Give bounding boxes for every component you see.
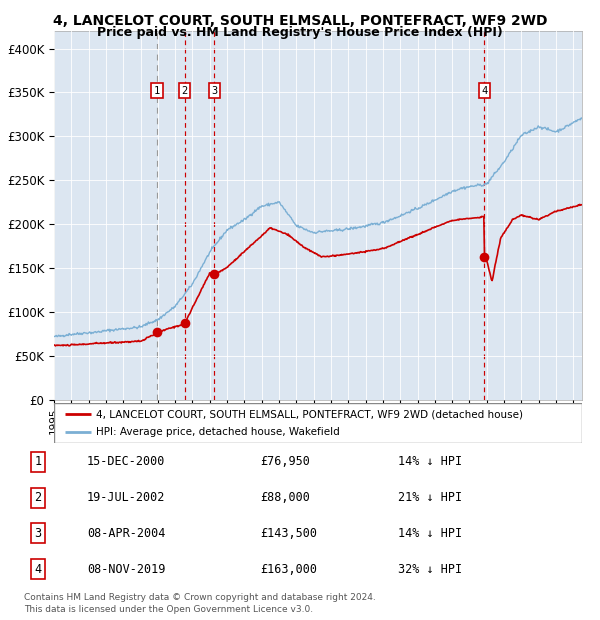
Text: £76,950: £76,950 <box>260 455 310 468</box>
Text: £88,000: £88,000 <box>260 491 310 504</box>
Text: This data is licensed under the Open Government Licence v3.0.: This data is licensed under the Open Gov… <box>24 604 313 614</box>
Text: Contains HM Land Registry data © Crown copyright and database right 2024.: Contains HM Land Registry data © Crown c… <box>24 593 376 602</box>
Text: 08-APR-2004: 08-APR-2004 <box>87 527 166 540</box>
Text: 08-NOV-2019: 08-NOV-2019 <box>87 563 166 575</box>
Text: Price paid vs. HM Land Registry's House Price Index (HPI): Price paid vs. HM Land Registry's House … <box>97 26 503 39</box>
Text: 4: 4 <box>481 86 487 95</box>
Text: £143,500: £143,500 <box>260 527 317 540</box>
Text: 4: 4 <box>35 563 42 575</box>
Text: 14% ↓ HPI: 14% ↓ HPI <box>398 455 462 468</box>
Text: 2: 2 <box>182 86 188 95</box>
Text: £163,000: £163,000 <box>260 563 317 575</box>
Text: 2: 2 <box>35 491 42 504</box>
Text: 21% ↓ HPI: 21% ↓ HPI <box>398 491 462 504</box>
Text: 15-DEC-2000: 15-DEC-2000 <box>87 455 166 468</box>
Text: 19-JUL-2002: 19-JUL-2002 <box>87 491 166 504</box>
Text: 3: 3 <box>211 86 218 95</box>
Text: 1: 1 <box>154 86 160 95</box>
Text: 4, LANCELOT COURT, SOUTH ELMSALL, PONTEFRACT, WF9 2WD (detached house): 4, LANCELOT COURT, SOUTH ELMSALL, PONTEF… <box>96 409 523 419</box>
Text: 3: 3 <box>35 527 42 540</box>
Text: HPI: Average price, detached house, Wakefield: HPI: Average price, detached house, Wake… <box>96 427 340 437</box>
Text: 4, LANCELOT COURT, SOUTH ELMSALL, PONTEFRACT, WF9 2WD: 4, LANCELOT COURT, SOUTH ELMSALL, PONTEF… <box>53 14 547 28</box>
Text: 14% ↓ HPI: 14% ↓ HPI <box>398 527 462 540</box>
Text: 32% ↓ HPI: 32% ↓ HPI <box>398 563 462 575</box>
Text: 1: 1 <box>35 455 42 468</box>
